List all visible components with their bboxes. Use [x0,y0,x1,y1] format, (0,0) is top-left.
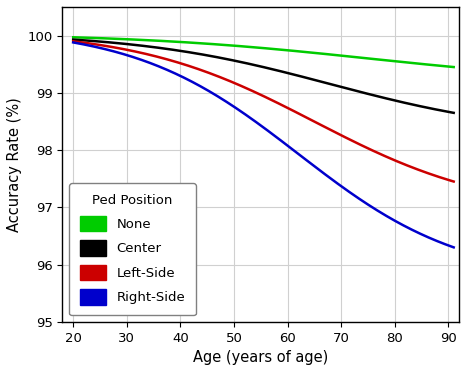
Center [276,68,282,73]
Line: Right-Side: Right-Side [73,42,454,247]
Right-Side [276,137,282,141]
Left-Side [442,176,447,181]
Right-Side [70,40,76,45]
Legend: None, Center, Left-Side, Right-Side: None, Center, Left-Side, Right-Side [69,183,196,315]
Line: None: None [73,37,454,67]
Left-Side [251,89,257,94]
Center [382,96,388,100]
Right-Side [251,118,257,123]
None [276,47,282,52]
Center [254,63,259,68]
Center [251,62,257,67]
Left-Side [276,102,282,106]
X-axis label: Age (years of age): Age (years of age) [193,350,329,365]
Center [70,37,76,42]
None [254,45,259,50]
Center [297,74,302,78]
Left-Side [451,179,457,184]
Center [442,109,447,113]
None [70,35,76,39]
Right-Side [442,242,447,246]
None [451,65,457,69]
Right-Side [254,120,259,124]
Center [451,110,457,115]
Right-Side [382,213,388,217]
Left-Side [382,154,388,158]
Line: Left-Side: Left-Side [73,41,454,182]
Left-Side [254,90,259,95]
None [442,64,447,68]
Y-axis label: Accuracy Rate (%): Accuracy Rate (%) [7,97,22,232]
None [297,49,302,54]
Line: Center: Center [73,39,454,113]
Right-Side [451,245,457,250]
Left-Side [297,112,302,116]
None [251,45,257,49]
Left-Side [70,39,76,44]
None [382,58,388,62]
Right-Side [297,153,302,157]
